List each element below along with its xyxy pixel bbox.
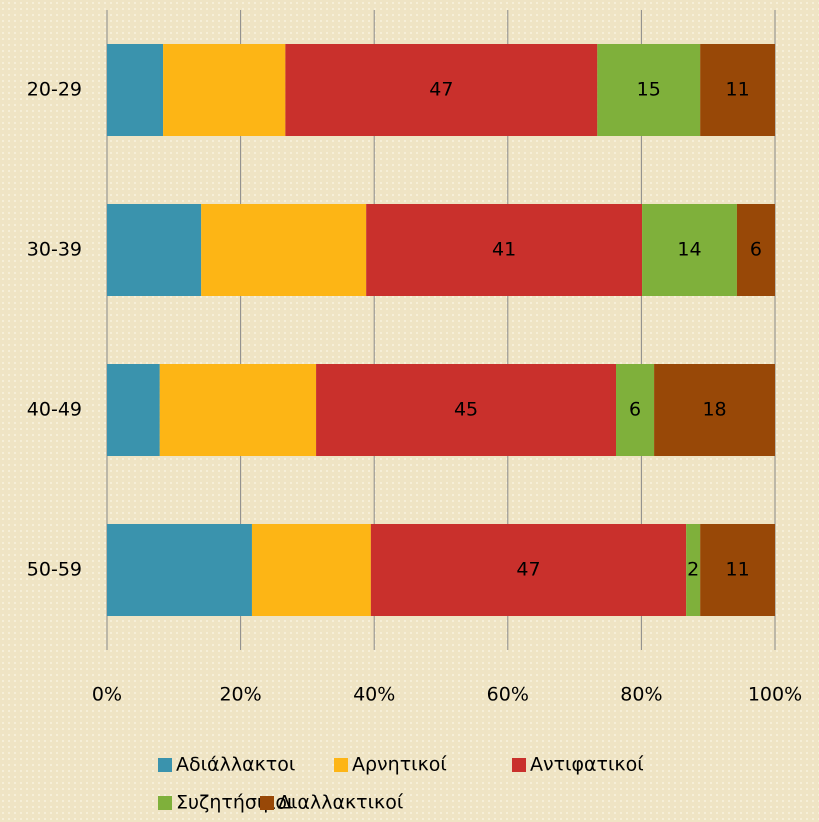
bar-segment	[700, 44, 775, 136]
x-tick-label: 20%	[219, 684, 261, 706]
bar-segment	[201, 204, 367, 296]
bar-segment	[163, 44, 286, 136]
legend-label: Αρνητικοί	[352, 754, 447, 776]
bar-segment	[736, 204, 775, 296]
bar-segment	[366, 204, 643, 296]
legend-swatch	[158, 796, 172, 810]
data-label: 2	[687, 559, 699, 581]
x-tick-label: 60%	[487, 684, 529, 706]
bar-segment	[107, 44, 164, 136]
bar-segment	[159, 364, 317, 456]
y-tick-label: 20-29	[27, 79, 82, 101]
data-label: 6	[629, 399, 641, 421]
legend-swatch	[512, 758, 526, 772]
x-tick-label: 40%	[353, 684, 395, 706]
data-label: 11	[725, 79, 749, 101]
bar-segment	[285, 44, 598, 136]
data-label: 41	[492, 239, 516, 261]
bar-segment	[686, 524, 701, 616]
bar-segment	[251, 524, 371, 616]
data-label: 15	[637, 79, 661, 101]
data-label: 47	[516, 559, 540, 581]
data-label: 47	[429, 79, 453, 101]
legend-swatch	[158, 758, 172, 772]
legend-label: Αδιάλλακτοι	[176, 754, 295, 776]
data-label: 45	[454, 399, 478, 421]
x-tick-label: 100%	[748, 684, 802, 706]
bar-segment	[107, 204, 202, 296]
bar-segment	[107, 364, 160, 456]
legend-label: Συζητήσιμοι	[176, 792, 293, 814]
x-tick-label: 80%	[620, 684, 662, 706]
data-label: 11	[725, 559, 749, 581]
legend-label: Αντιφατικοί	[530, 754, 644, 776]
legend-swatch	[260, 796, 274, 810]
x-tick-label: 0%	[92, 684, 122, 706]
bar-segment	[654, 364, 775, 456]
bar-segment	[642, 204, 737, 296]
data-label: 6	[750, 239, 762, 261]
y-tick-label: 50-59	[27, 559, 82, 581]
bar-segment	[597, 44, 701, 136]
bar-segment	[616, 364, 655, 456]
legend-label: Διαλλακτικοί	[278, 792, 404, 814]
bar-segment	[107, 524, 252, 616]
bar-segment	[370, 524, 687, 616]
data-label: 14	[677, 239, 701, 261]
y-tick-label: 30-39	[27, 239, 82, 261]
bar-segment	[700, 524, 775, 616]
data-label: 18	[702, 399, 726, 421]
legend-swatch	[334, 758, 348, 772]
y-tick-label: 40-49	[27, 399, 82, 421]
bar-segment	[316, 364, 617, 456]
